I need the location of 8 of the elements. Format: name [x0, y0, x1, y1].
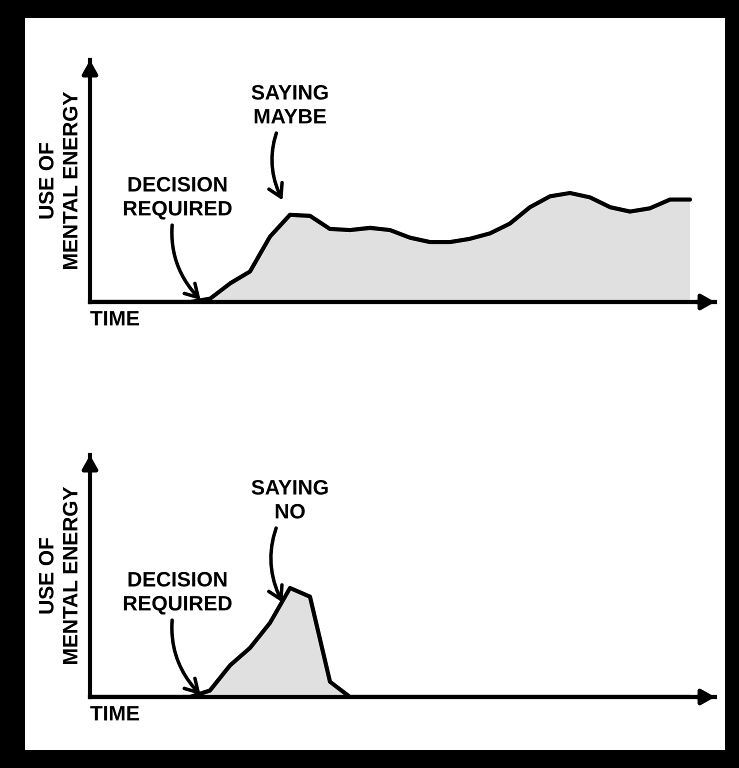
x-axis-title: TIME	[90, 311, 139, 326]
x-axis-title: TIME	[90, 706, 139, 720]
y-axis-title: USE OF MENTAL ENERGY	[38, 92, 78, 269]
text: SAYING MAYBE	[252, 84, 328, 124]
text: SAYING NO	[252, 480, 328, 519]
annotation: DECISION REQUIRED	[124, 176, 232, 220]
annotation: DECISION REQUIRED	[124, 572, 232, 614]
y-axis-title: USE OF MENTAL ENERGY	[38, 487, 78, 664]
